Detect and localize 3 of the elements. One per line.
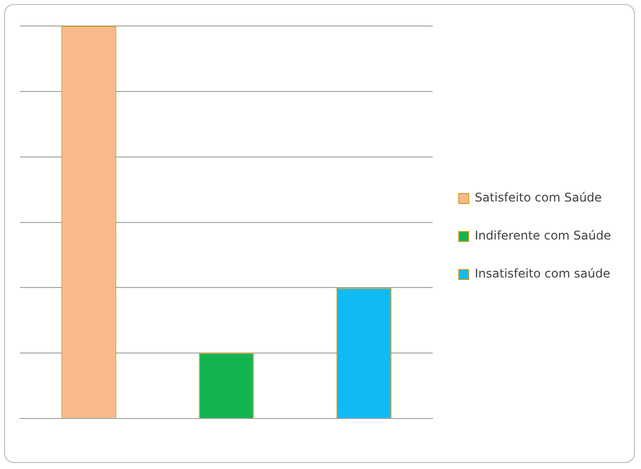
legend-label: Insatisfeito com saúde [474,266,610,281]
legend-label: Indiferente com Saúde [474,228,612,243]
legend-label: Satisfeito com Saúde [474,190,602,205]
